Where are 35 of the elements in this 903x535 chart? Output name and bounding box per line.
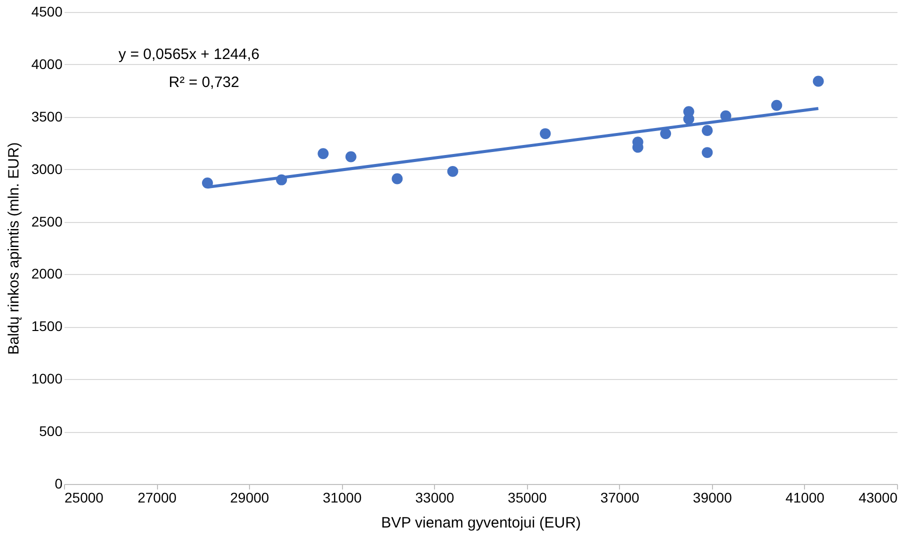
point <box>683 114 694 124</box>
y-tick-label: 4500 <box>31 4 63 20</box>
point <box>447 166 458 177</box>
y-tick-label: 3500 <box>31 108 63 124</box>
point <box>540 128 551 140</box>
x-axis-title: BVP vienam gyventojui (EUR) <box>381 514 581 532</box>
point <box>392 173 403 184</box>
x-tick-label: 39000 <box>692 490 732 506</box>
y-tick-label: 500 <box>39 423 63 440</box>
x-tick-label: 33000 <box>415 490 454 506</box>
annotation: R² = 0,732 <box>168 74 240 91</box>
y-axis-title: Baldų rinkos apimtis (mln. EUR) <box>5 142 22 355</box>
y-tick-label: 2000 <box>31 266 63 282</box>
y-tick-label: 1000 <box>31 370 63 387</box>
point <box>702 147 713 158</box>
y-tick-label: 0 <box>54 476 63 492</box>
point <box>660 128 672 140</box>
point <box>345 151 356 162</box>
x-tick-label: 25000 <box>64 490 104 506</box>
x-tick-label: 37000 <box>600 490 640 506</box>
x-tick-label: 29000 <box>230 490 270 506</box>
point <box>702 125 713 136</box>
x-tick-label: 43000 <box>858 490 898 506</box>
point <box>812 76 824 87</box>
x-tick-label: 31000 <box>322 490 362 506</box>
point <box>318 148 329 160</box>
point <box>771 100 782 111</box>
x-tick-label: 27000 <box>138 490 177 506</box>
y-tick-label: 1500 <box>31 318 63 334</box>
x-tick-label: 41000 <box>785 490 825 506</box>
y-tick-label: 2500 <box>31 213 63 230</box>
annotation: y = 0,0565x + 1244,6 <box>118 46 260 63</box>
y-tick-label: 3000 <box>31 160 63 177</box>
y-tick-label: 4000 <box>31 56 63 72</box>
x-tick-label: 35000 <box>508 490 547 506</box>
